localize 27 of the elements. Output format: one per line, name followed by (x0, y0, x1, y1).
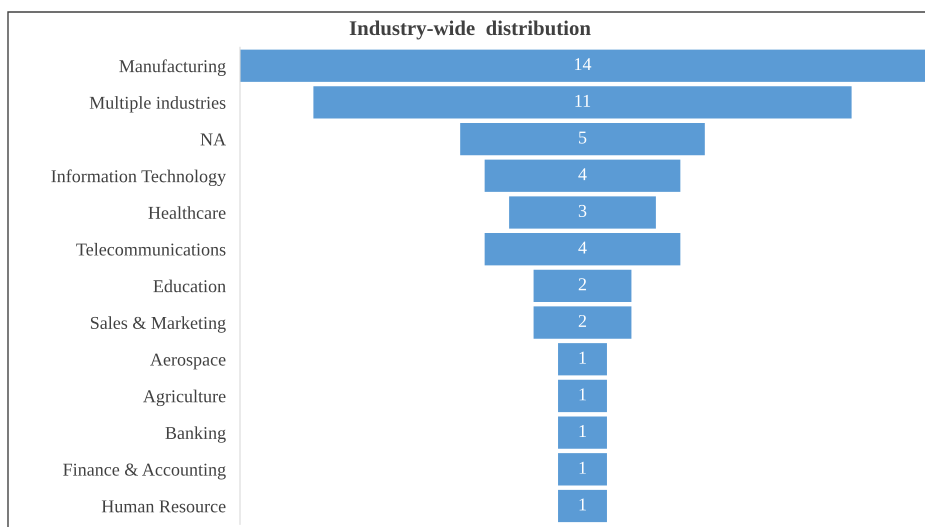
category-label: Human Resource (102, 500, 226, 512)
category-label: Manufacturing (119, 59, 226, 76)
category-label: NA (200, 133, 226, 146)
category-label: Sales & Marketing (90, 316, 226, 333)
data-label: 11 (575, 94, 590, 107)
category-label: Agriculture (143, 390, 226, 406)
category-label: Finance & Accounting (63, 464, 226, 480)
category-label: Multiple industries (90, 96, 226, 113)
data-label: 1 (580, 498, 586, 510)
data-label: 3 (578, 204, 586, 217)
data-label: 2 (578, 278, 586, 290)
category-label: Healthcare (148, 206, 226, 219)
data-label: 5 (579, 132, 586, 144)
data-label: 1 (580, 425, 586, 437)
category-label: Information Technology (51, 169, 226, 186)
data-label: 4 (578, 168, 587, 180)
text: Industry-wide distribution (350, 20, 591, 40)
category-label: Aerospace (150, 354, 226, 370)
data-label: 1 (580, 462, 586, 474)
data-label: 14 (575, 58, 592, 70)
category-label: Education (153, 280, 226, 292)
data-label: 4 (578, 242, 587, 254)
data-label: 1 (580, 352, 586, 364)
data-label: 1 (580, 388, 586, 400)
category-label: Telecommunications (76, 242, 226, 256)
data-label: 2 (578, 314, 586, 327)
category-label: Banking (165, 426, 226, 443)
